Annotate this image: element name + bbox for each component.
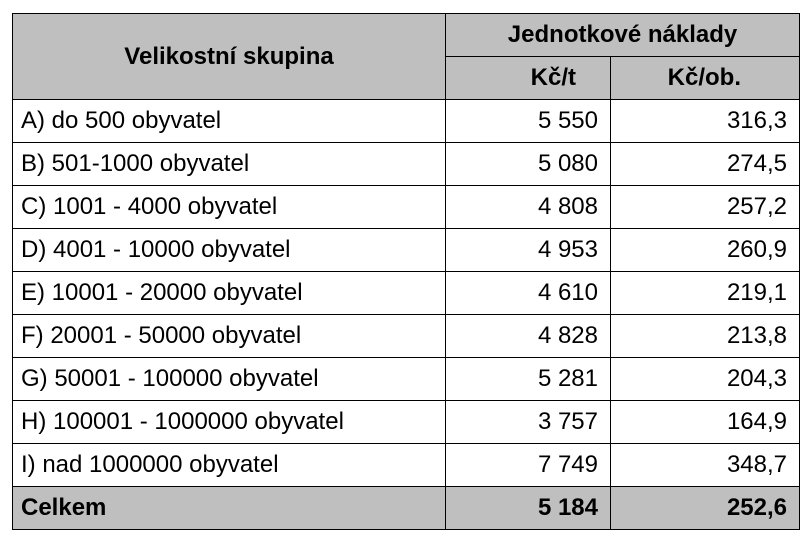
per-ton-header: Kč/t: [445, 56, 611, 100]
table-row: C) 1001 - 4000 obyvatel 4 808 257,2: [12, 185, 801, 229]
row-label: E) 10001 - 20000 obyvatel: [12, 271, 446, 315]
per-capita-value: 274,5: [609, 142, 801, 186]
size-group-header: Velikostní skupina: [12, 13, 446, 100]
table-row: A) do 500 obyvatel 5 550 316,3: [12, 99, 801, 143]
table-row: D) 4001 - 10000 obyvatel 4 953 260,9: [12, 228, 801, 272]
unit-cost-table: Velikostní skupina Jednotkové náklady Kč…: [12, 13, 801, 530]
per-ton-value: 4 828: [445, 314, 611, 358]
row-label: C) 1001 - 4000 obyvatel: [12, 185, 446, 229]
per-ton-value: 4 610: [445, 271, 611, 315]
total-label: Celkem: [12, 486, 446, 530]
row-label: H) 100001 - 1000000 obyvatel: [12, 400, 446, 444]
per-capita-value: 164,9: [609, 400, 801, 444]
per-capita-value: 204,3: [609, 357, 801, 401]
per-ton-value: 4 808: [445, 185, 611, 229]
per-capita-value: 257,2: [609, 185, 801, 229]
total-row: Celkem 5 184 252,6: [12, 486, 801, 530]
per-capita-value: 213,8: [609, 314, 801, 358]
per-ton-value: 5 080: [445, 142, 611, 186]
row-label: B) 501-1000 obyvatel: [12, 142, 446, 186]
table-header: Velikostní skupina Jednotkové náklady Kč…: [12, 13, 801, 100]
table-row: H) 100001 - 1000000 obyvatel 3 757 164,9: [12, 400, 801, 444]
unit-costs-header: Jednotkové náklady: [444, 13, 801, 57]
row-label: G) 50001 - 100000 obyvatel: [12, 357, 446, 401]
header-row-units: Kč/t Kč/ob.: [13, 56, 801, 100]
table-row: G) 50001 - 100000 obyvatel 5 281 204,3: [12, 357, 801, 401]
per-ton-value: 5 281: [445, 357, 611, 401]
per-capita-value: 316,3: [609, 99, 801, 143]
table-row: B) 501-1000 obyvatel 5 080 274,5: [12, 142, 801, 186]
per-capita-value: 348,7: [609, 443, 801, 487]
total-per-capita-value: 252,6: [609, 486, 801, 530]
per-ton-value: 4 953: [445, 228, 611, 272]
per-ton-value: 3 757: [445, 400, 611, 444]
per-ton-value: 7 749: [445, 443, 611, 487]
per-capita-header: Kč/ob.: [609, 56, 801, 100]
per-capita-value: 260,9: [609, 228, 801, 272]
per-ton-value: 5 550: [445, 99, 611, 143]
table-row: E) 10001 - 20000 obyvatel 4 610 219,1: [12, 271, 801, 315]
per-capita-value: 219,1: [609, 271, 801, 315]
row-label: F) 20001 - 50000 obyvatel: [12, 314, 446, 358]
row-label: D) 4001 - 10000 obyvatel: [12, 228, 446, 272]
header-row-top: Velikostní skupina Jednotkové náklady: [12, 13, 801, 100]
total-per-ton-value: 5 184: [445, 486, 611, 530]
table-row: F) 20001 - 50000 obyvatel 4 828 213,8: [12, 314, 801, 358]
table-body: A) do 500 obyvatel 5 550 316,3 B) 501-10…: [12, 99, 801, 530]
row-label: I) nad 1000000 obyvatel: [12, 443, 446, 487]
cost-table-container: Velikostní skupina Jednotkové náklady Kč…: [12, 13, 801, 530]
row-label: A) do 500 obyvatel: [12, 99, 446, 143]
table-row: I) nad 1000000 obyvatel 7 749 348,7: [12, 443, 801, 487]
